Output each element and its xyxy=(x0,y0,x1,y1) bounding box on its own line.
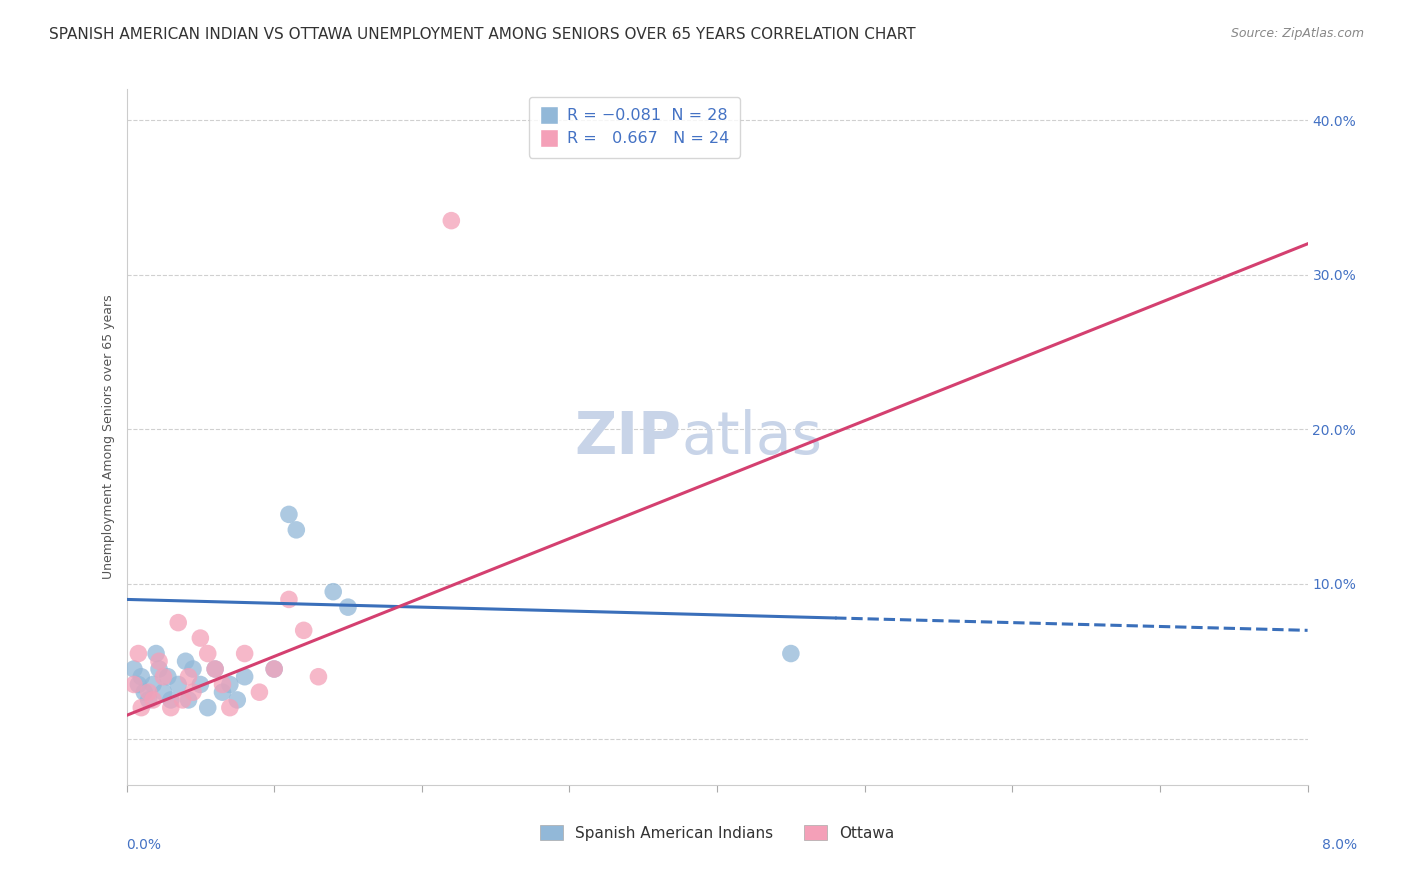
Point xyxy=(440,213,463,227)
Point xyxy=(211,685,233,699)
Text: ZIP: ZIP xyxy=(575,409,682,466)
Point xyxy=(278,508,301,522)
Point xyxy=(160,700,183,714)
Point xyxy=(233,647,256,661)
Point xyxy=(188,677,212,691)
Y-axis label: Unemployment Among Seniors over 65 years: Unemployment Among Seniors over 65 years xyxy=(103,294,115,580)
Point xyxy=(138,685,160,699)
Point xyxy=(156,670,179,684)
Point xyxy=(181,662,204,676)
Point xyxy=(204,662,226,676)
Point xyxy=(249,685,271,699)
Point xyxy=(197,700,219,714)
Point xyxy=(292,624,315,638)
Point xyxy=(177,693,200,707)
Point xyxy=(167,677,190,691)
Point xyxy=(322,584,344,599)
Point xyxy=(197,647,219,661)
Point xyxy=(167,615,190,630)
Point xyxy=(219,700,242,714)
Point xyxy=(152,685,174,699)
Text: 8.0%: 8.0% xyxy=(1322,838,1357,853)
Point xyxy=(233,670,256,684)
Point xyxy=(263,662,285,676)
Point xyxy=(148,654,170,668)
Point xyxy=(142,693,165,707)
Text: atlas: atlas xyxy=(682,409,823,466)
Point xyxy=(127,677,149,691)
Legend: Spanish American Indians, Ottawa: Spanish American Indians, Ottawa xyxy=(534,819,900,847)
Point xyxy=(129,700,153,714)
Point xyxy=(138,693,160,707)
Point xyxy=(219,677,242,691)
Point xyxy=(308,670,330,684)
Text: SPANISH AMERICAN INDIAN VS OTTAWA UNEMPLOYMENT AMONG SENIORS OVER 65 YEARS CORRE: SPANISH AMERICAN INDIAN VS OTTAWA UNEMPL… xyxy=(49,27,915,42)
Point xyxy=(285,523,308,537)
Text: 0.0%: 0.0% xyxy=(127,838,162,853)
Point xyxy=(160,693,183,707)
Point xyxy=(263,662,285,676)
Point xyxy=(174,654,197,668)
Point xyxy=(127,647,149,661)
Point xyxy=(181,685,204,699)
Point xyxy=(188,631,212,645)
Point xyxy=(177,670,200,684)
Point xyxy=(148,662,170,676)
Point xyxy=(337,600,360,615)
Point xyxy=(145,647,167,661)
Point xyxy=(152,670,174,684)
Point xyxy=(226,693,249,707)
Point xyxy=(211,677,233,691)
Text: Source: ZipAtlas.com: Source: ZipAtlas.com xyxy=(1230,27,1364,40)
Point xyxy=(142,677,165,691)
Point xyxy=(780,647,803,661)
Point xyxy=(134,685,156,699)
Point xyxy=(172,693,194,707)
Point xyxy=(204,662,226,676)
Point xyxy=(278,592,301,607)
Point xyxy=(122,662,145,676)
Point xyxy=(122,677,145,691)
Point xyxy=(129,670,153,684)
